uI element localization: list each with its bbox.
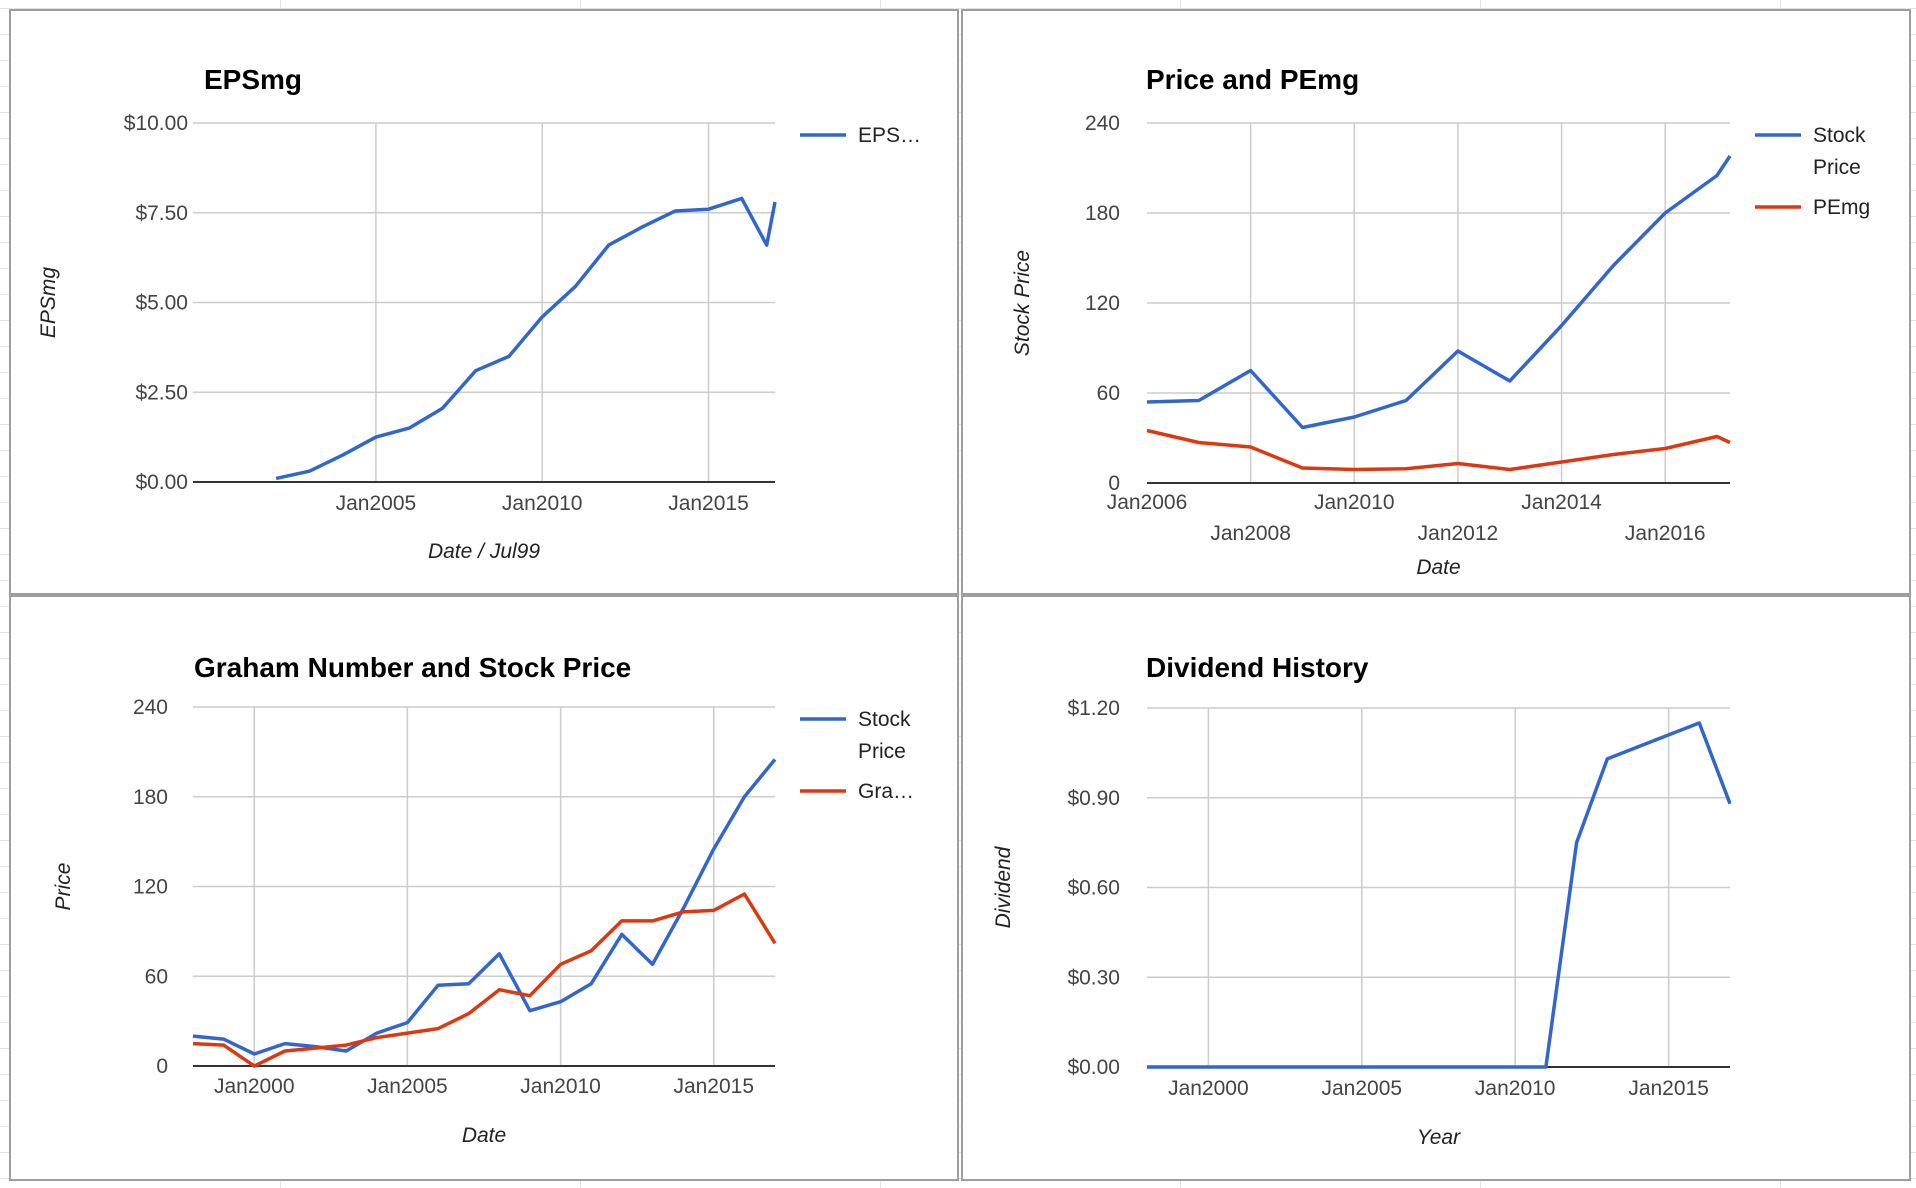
y-axis-title: Dividend (992, 845, 1015, 928)
gridlines (193, 706, 775, 1066)
series-line-stock-price (1146, 155, 1732, 430)
chart-panel-epsmg[interactable]: EPSmg $0.00 $2.50 $5.00 $7.50 $10.00 Jan2005 J… (9, 9, 959, 595)
x-tick-label: Jan2014 (1521, 491, 1602, 514)
y-tick-label: 240 (1085, 112, 1120, 135)
series-line-eps (275, 196, 777, 481)
y-tick-label: 180 (1085, 202, 1120, 225)
legend-entry: Stock Price (1755, 124, 1866, 179)
x-tick-label: Jan2010 (520, 1075, 601, 1098)
legend-entry: EPS… (800, 124, 921, 147)
x-tick-label: Jan2015 (673, 1075, 754, 1098)
x-tick-label: Jan2005 (367, 1075, 448, 1098)
legend-label: Stock (858, 708, 911, 731)
series-line-gra (192, 892, 777, 1068)
y-tick-label: $2.50 (135, 381, 188, 404)
x-tick-label: Jan2012 (1418, 522, 1499, 545)
x-axis-title: Year (1417, 1126, 1461, 1149)
x-tick-label: Jan2015 (1628, 1077, 1709, 1100)
legend-label: Price (1813, 156, 1861, 179)
chart-title: Dividend History (1146, 652, 1369, 683)
y-tick-label: 60 (1097, 382, 1120, 405)
y-tick-label: 120 (1085, 292, 1120, 315)
legend-entry: PEmg (1755, 196, 1870, 219)
legend-entry: Gra… (800, 780, 914, 803)
y-tick-label: $0.30 (1067, 966, 1120, 989)
x-tick-label: Jan2000 (1168, 1077, 1249, 1100)
y-tick-label: $1.20 (1067, 697, 1120, 720)
chart-title: Price and PEmg (1146, 64, 1359, 95)
x-tick-label: Jan2010 (502, 492, 583, 515)
y-tick-label: $0.00 (1067, 1056, 1120, 1079)
chart-dividend-history: Dividend History $0.00 $0.30 $0.60 $0.90 $1.… (992, 652, 1732, 1149)
gridlines (1147, 122, 1730, 483)
series-line-stock-price (192, 758, 777, 1056)
chart-panel-dividend-history[interactable]: Dividend History $0.00 $0.30 $0.60 $0.90 $1.… (961, 595, 1911, 1181)
x-tick-label: Jan2006 (1107, 491, 1188, 514)
chart-title: Graham Number and Stock Price (194, 652, 631, 683)
legend-label: Price (858, 740, 906, 763)
x-tick-label: Jan2005 (1322, 1077, 1403, 1100)
y-tick-label: 120 (133, 876, 168, 899)
series-line-dividend (1147, 721, 1732, 1069)
y-axis-title: EPSmg (37, 267, 60, 339)
legend-label: EPS… (858, 124, 921, 147)
x-axis-title: Date (462, 1124, 506, 1147)
x-tick-label: Jan2010 (1314, 491, 1395, 514)
chart-price-and-pemg: Price and PEmg 0 60 120 180 240 Jan2006 Jan201… (1011, 64, 1870, 579)
y-tick-label: 240 (133, 696, 168, 719)
x-axis-title: Date / Jul99 (428, 540, 540, 563)
x-tick-label: Jan2000 (214, 1075, 295, 1098)
legend-label: Gra… (858, 780, 914, 803)
legend-label: PEmg (1813, 196, 1870, 219)
x-tick-label: Jan2005 (336, 492, 417, 515)
y-tick-label: 0 (1108, 472, 1120, 495)
y-tick-label: $0.90 (1067, 787, 1120, 810)
legend-entry: Stock Price (800, 708, 911, 763)
y-tick-label: 180 (133, 786, 168, 809)
x-tick-label: Jan2008 (1210, 522, 1291, 545)
x-axis-title: Date (1416, 556, 1460, 579)
legend-label: Stock (1813, 124, 1866, 147)
y-axis-title: Price (52, 863, 75, 911)
chart-epsmg: EPSmg $0.00 $2.50 $5.00 $7.50 $10.00 Jan2005 J… (37, 64, 921, 563)
y-tick-label: 0 (156, 1055, 168, 1078)
y-tick-label: $7.50 (135, 202, 188, 225)
chart-panel-price-pemg[interactable]: Price and PEmg 0 60 120 180 240 Jan2006 Jan201… (961, 9, 1911, 595)
y-tick-label: $0.60 (1067, 877, 1120, 900)
y-tick-label: $5.00 (135, 292, 188, 315)
chart-panel-graham-number[interactable]: Graham Number and Stock Price 0 60 120 180 2… (9, 595, 959, 1181)
chart-graham-number-and-stock-price: Graham Number and Stock Price 0 60 120 180 2… (52, 652, 914, 1147)
gridlines (1147, 707, 1730, 1067)
y-tick-label: 60 (145, 965, 168, 988)
y-tick-label: $0.00 (135, 471, 188, 494)
x-tick-label: Jan2015 (668, 492, 749, 515)
series-line-pemg (1146, 428, 1731, 472)
x-tick-label: Jan2016 (1625, 522, 1706, 545)
chart-title: EPSmg (204, 64, 302, 95)
x-tick-label: Jan2010 (1475, 1077, 1556, 1100)
gridlines (193, 122, 775, 482)
y-tick-label: $10.00 (124, 112, 188, 135)
y-axis-title: Stock Price (1011, 250, 1034, 356)
